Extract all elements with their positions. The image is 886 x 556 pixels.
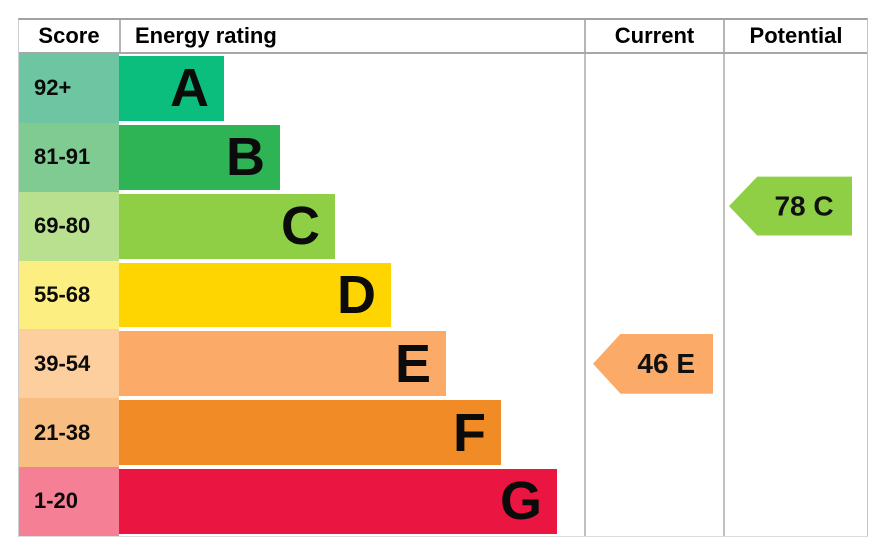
rating-bar: A: [119, 56, 224, 121]
potential-cell: [723, 122, 867, 192]
rating-bar: B: [119, 124, 280, 190]
potential-cell: [723, 54, 867, 123]
score-cell: 92+: [19, 54, 119, 123]
rating-cell: B: [119, 123, 584, 192]
rating-cell: E: [119, 329, 584, 398]
score-cell: 21-38: [19, 398, 119, 468]
current-cell: [584, 467, 723, 536]
rating-cell: D: [119, 261, 584, 330]
band-letter: E: [394, 333, 431, 394]
potential-cell: [723, 467, 867, 536]
rating-bar: F: [119, 400, 501, 466]
band-letter: B: [226, 127, 265, 188]
band-row-e: 39-54 E 46 E: [19, 329, 867, 399]
band-row-c: 69-80 C 78 C: [19, 176, 867, 261]
rating-bar: C: [119, 193, 335, 259]
potential-cell: 78 C: [723, 176, 867, 261]
band-letter: F: [453, 402, 486, 463]
rating-cell: G: [119, 467, 584, 536]
current-rating-arrow: 46 E: [593, 333, 713, 394]
band-letter: C: [281, 196, 320, 257]
rating-cell: A: [119, 54, 584, 123]
band-row-b: 81-91 B: [19, 122, 867, 192]
header-current: Current: [584, 20, 723, 52]
band-row-d: 55-68 D: [19, 260, 867, 330]
potential-rating-arrow: 78 C: [729, 176, 852, 236]
table-header: Score Energy rating Current Potential: [19, 20, 867, 54]
current-cell: [584, 191, 723, 261]
band-row-a: 92+ A: [19, 54, 867, 123]
score-cell: 69-80: [19, 191, 119, 261]
current-cell: [584, 122, 723, 192]
band-letter: D: [337, 264, 376, 325]
potential-cell: [723, 398, 867, 468]
header-potential: Potential: [723, 20, 867, 52]
rating-bar: G: [119, 469, 557, 534]
band-row-g: 1-20 G: [19, 467, 867, 536]
score-cell: 39-54: [19, 329, 119, 399]
rating-cell: C: [119, 192, 584, 261]
epc-table: Score Energy rating Current Potential 92…: [18, 18, 868, 537]
score-cell: 1-20: [19, 467, 119, 536]
current-cell: [584, 260, 723, 330]
header-score: Score: [38, 23, 100, 48]
potential-cell: [723, 260, 867, 330]
current-rating-label: 46 E: [637, 347, 695, 379]
rating-cell: F: [119, 398, 584, 467]
rating-bar: E: [119, 331, 446, 397]
current-cell: [584, 398, 723, 468]
score-cell: 81-91: [19, 122, 119, 192]
band-row-f: 21-38 F: [19, 398, 867, 468]
potential-rating-label: 78 C: [774, 190, 834, 222]
current-cell: 46 E: [584, 329, 723, 399]
band-letter: A: [170, 58, 209, 119]
score-cell: 55-68: [19, 260, 119, 330]
current-cell: [584, 54, 723, 123]
rating-bar: D: [119, 262, 391, 328]
header-energy-rating: Energy rating: [119, 20, 584, 52]
potential-cell: [723, 329, 867, 399]
band-letter: G: [499, 471, 542, 532]
